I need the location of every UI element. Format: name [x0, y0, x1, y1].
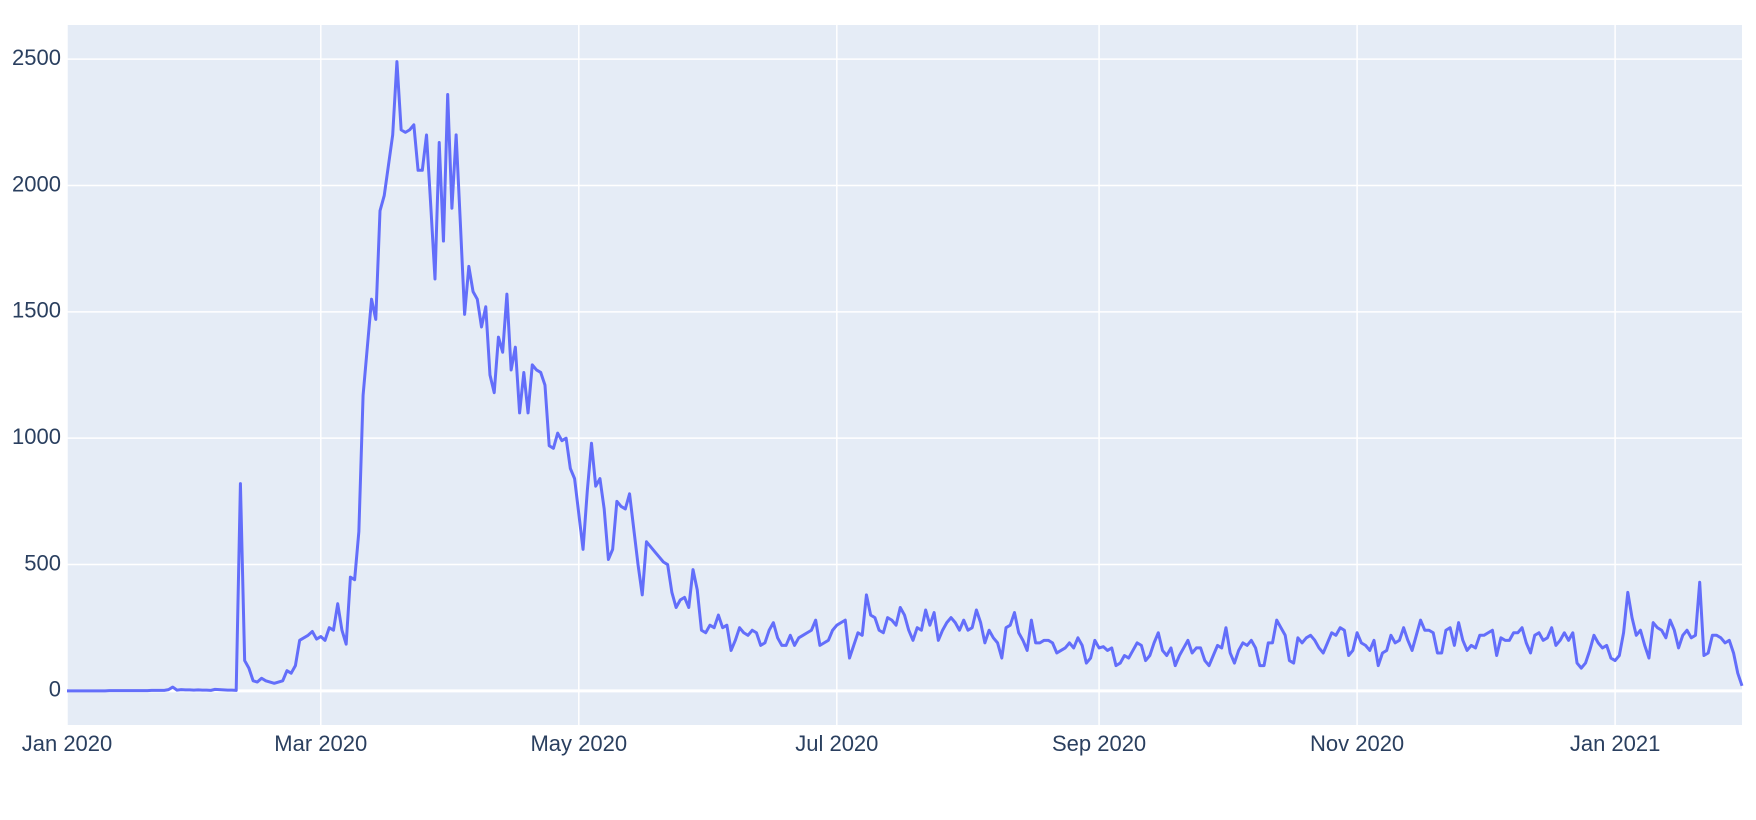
x-tick-label: Jul 2020	[795, 731, 878, 756]
x-tick-label: Mar 2020	[274, 731, 367, 756]
y-tick-label: 1500	[12, 298, 61, 323]
y-tick-label: 2500	[12, 45, 61, 70]
x-tick-label: Jan 2020	[22, 731, 113, 756]
y-tick-label: 500	[24, 550, 61, 575]
y-tick-label: 2000	[12, 171, 61, 196]
plot-background	[67, 25, 1742, 725]
x-tick-label: Nov 2020	[1310, 731, 1404, 756]
x-tick-label: Sep 2020	[1052, 731, 1146, 756]
y-tick-label: 1000	[12, 424, 61, 449]
line	[67, 60, 1744, 693]
x-tick-label: May 2020	[530, 731, 627, 756]
y-tick-label: 0	[49, 677, 61, 702]
x-tick-label: Jan 2021	[1570, 731, 1661, 756]
